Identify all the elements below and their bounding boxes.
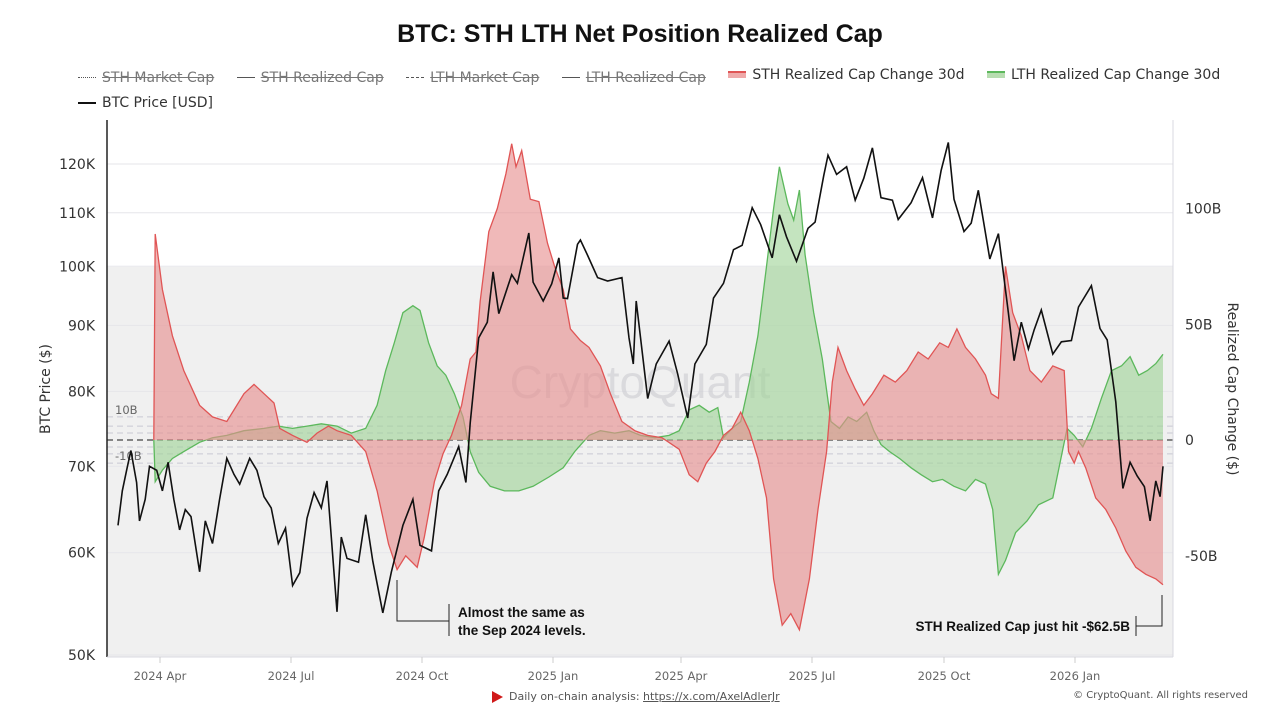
x-axis-ticks: 2024 Apr 2024 Jul 2024 Oct 2025 Jan 2025 Apr… [134, 657, 1101, 683]
y-right-tick-label: 50B [1185, 317, 1212, 333]
legend-label: STH Market Cap [102, 69, 215, 86]
btc-price-line [117, 142, 1164, 614]
legend-label: LTH Realized Cap [585, 69, 706, 86]
annotation-sth-text: STH Realized Cap just hit -$62.5B [915, 619, 1130, 634]
x-tick-label: 2024 Oct [396, 669, 449, 683]
y-right-tick-label: -50B [1185, 549, 1217, 565]
legend-swatch [236, 77, 255, 78]
right-axis-ticks: -50B 0 50B 100B [1185, 202, 1221, 565]
inner-tick-label: 10B [115, 403, 138, 417]
sth-change-line [153, 143, 1164, 632]
footer-link[interactable]: https://x.com/AxelAdlerJr [643, 690, 780, 703]
inner-tick-label: -10B [115, 449, 142, 463]
legend-label: BTC Price [USD] [102, 94, 214, 111]
legend-item-lth-market-cap[interactable]: LTH Market Cap [406, 67, 539, 89]
legend-item-sth-realized-cap[interactable]: STH Realized Cap [236, 67, 384, 89]
footer-prefix: Daily on-chain analysis: [509, 690, 644, 703]
legend-swatch [728, 71, 747, 78]
y-right-tick-label: 0 [1185, 433, 1194, 449]
x-tick-label: 2024 Jul [268, 669, 315, 683]
x-tick-label: 2025 Jan [528, 669, 579, 683]
right-axis-label: Realized Cap Change ($) [1224, 303, 1240, 476]
x-tick-label: 2026 Jan [1050, 669, 1101, 683]
x-tick-label: 2024 Apr [134, 669, 187, 683]
annotation-sep2024-line2: the Sep 2024 levels. [458, 623, 586, 638]
flag-icon [492, 691, 503, 703]
left-axis-ticks: 50K 60K 70K 80K 90K 100K 110K 120K [59, 157, 96, 664]
annotation-sep2024-connector [396, 580, 449, 622]
legend-label: STH Realized Cap Change 30d [752, 66, 965, 83]
legend-item-lth-change[interactable]: LTH Realized Cap Change 30d [987, 64, 1220, 86]
series-areas [153, 143, 1164, 632]
legend-label: LTH Market Cap [430, 69, 540, 86]
legend-swatch [561, 77, 580, 78]
footer-analysis: Daily on-chain analysis: https://x.com/A… [492, 690, 780, 703]
legend-swatch [406, 77, 425, 78]
y-left-tick-label: 110K [59, 206, 96, 222]
chart-title: BTC: STH LTH Net Position Realized Cap [397, 20, 883, 48]
y-left-tick-label: 80K [68, 384, 96, 400]
legend-label: LTH Realized Cap Change 30d [1011, 66, 1221, 83]
x-tick-label: 2025 Oct [918, 669, 971, 683]
legend-item-sth-change[interactable]: STH Realized Cap Change 30d [728, 64, 965, 86]
legend-swatch [987, 71, 1005, 78]
y-left-tick-label: 100K [59, 259, 96, 275]
legend-item-sth-market-cap[interactable]: STH Market Cap [78, 67, 214, 89]
legend-swatch [78, 101, 96, 104]
annotation-sep2024-line1: Almost the same as [458, 605, 585, 620]
y-left-tick-label: 90K [68, 318, 96, 334]
x-tick-label: 2025 Jul [789, 669, 836, 683]
y-left-tick-label: 50K [68, 648, 96, 664]
legend-item-btc-price[interactable]: BTC Price [USD] [78, 92, 213, 114]
y-right-tick-label: 100B [1185, 202, 1221, 218]
footer-copyright: © CryptoQuant. All rights reserved [1073, 690, 1248, 701]
legend-swatch [78, 77, 96, 78]
annotation-sth-connector [1136, 595, 1163, 627]
left-axis-label: BTC Price ($) [38, 344, 54, 434]
legend: STH Market Cap STH Realized Cap LTH Mark… [78, 63, 1258, 114]
y-left-tick-label: 60K [68, 546, 96, 562]
x-tick-label: 2025 Apr [655, 669, 708, 683]
legend-label: STH Realized Cap [260, 69, 384, 86]
y-left-tick-label: 70K [68, 459, 96, 475]
gridlines [107, 163, 1173, 656]
y-left-tick-label: 120K [59, 157, 96, 173]
legend-item-lth-realized-cap[interactable]: LTH Realized Cap [561, 67, 706, 89]
sth-change-fill [153, 143, 1164, 630]
